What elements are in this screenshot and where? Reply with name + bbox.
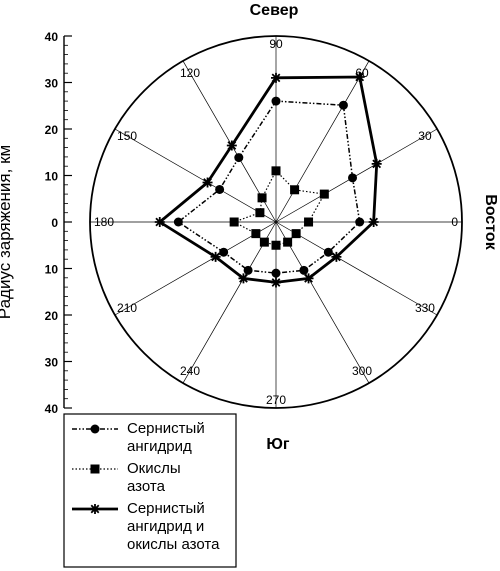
angle-label-90: 90 — [269, 37, 283, 51]
series-2-point-120 — [257, 193, 267, 203]
series-2-point-180 — [229, 217, 239, 227]
series-layer — [154, 72, 382, 288]
legend-label-2: Окислы — [127, 460, 181, 477]
series-2-point-0 — [304, 217, 314, 227]
series-2-point-240 — [259, 237, 269, 247]
radial-tick-label: 10 — [45, 263, 59, 277]
series-2-point-30 — [319, 189, 329, 199]
angle-label-120: 120 — [180, 66, 200, 80]
series-1-point-150 — [215, 184, 225, 194]
radial-tick-label: 0 — [51, 216, 58, 230]
radial-tick-label: 40 — [45, 402, 59, 416]
series-3-point-120 — [226, 140, 237, 151]
legend-label-1: ангидрид — [127, 438, 192, 455]
spoke-240 — [182, 221, 277, 384]
angle-label-240: 240 — [180, 364, 200, 378]
series-3-point-180 — [154, 217, 165, 227]
radial-tick-label: 20 — [45, 123, 59, 137]
angle-label-330: 330 — [415, 301, 435, 315]
series-1-point-30 — [348, 173, 358, 183]
series-line-2 — [232, 169, 326, 246]
series-1-point-330 — [323, 247, 333, 257]
angle-label-300: 300 — [352, 364, 372, 378]
angle-label-180: 180 — [94, 215, 114, 229]
spoke-150 — [114, 128, 277, 223]
series-3 — [154, 72, 382, 288]
series-2-point-270 — [271, 240, 281, 250]
series-3-point-330 — [331, 251, 342, 262]
legend-marker-3 — [90, 504, 100, 514]
series-1-point-240 — [243, 265, 253, 275]
radial-tick-label: 40 — [45, 30, 59, 44]
series-1-point-180 — [173, 217, 183, 227]
angle-label-210: 210 — [117, 301, 137, 315]
series-1-point-300 — [299, 265, 309, 275]
series-2 — [229, 166, 329, 250]
series-2-point-330 — [291, 229, 301, 239]
y-axis-label: Радиус заряжения, км — [0, 145, 14, 319]
series-2-point-90 — [271, 166, 281, 176]
radial-axis: 40 30 20 10 0 10 20 30 40 — [45, 30, 72, 416]
south-label: Юг — [266, 436, 290, 453]
series-3-point-210 — [210, 251, 221, 262]
angle-label-150: 150 — [117, 129, 137, 143]
series-2-point-60 — [290, 185, 300, 195]
spoke-210 — [114, 221, 277, 316]
legend-frame — [63, 413, 237, 568]
series-3-point-0 — [368, 217, 379, 227]
series-3-point-30 — [371, 158, 382, 169]
legend-label-1: Сернистый — [127, 420, 205, 437]
radial-tick-label: 30 — [45, 77, 59, 91]
series-1-point-60 — [338, 100, 348, 110]
radial-tick-label: 10 — [45, 170, 59, 184]
series-3-point-60 — [354, 72, 365, 83]
legend-marker-1 — [90, 424, 100, 434]
radial-tick-label: 30 — [45, 356, 59, 370]
series-1-point-90 — [271, 96, 281, 106]
legend-label-2: азота — [127, 478, 166, 495]
series-2-point-150 — [255, 208, 265, 218]
spoke-30 — [275, 128, 438, 223]
spoke-300 — [275, 221, 370, 384]
legend-label-3: Сернистый — [127, 500, 205, 517]
north-label: Север — [250, 2, 299, 19]
angle-label-270: 270 — [266, 393, 286, 407]
angle-label-30: 30 — [418, 129, 432, 143]
series-3-point-240 — [238, 273, 249, 284]
series-3-point-90 — [271, 72, 281, 83]
series-1-point-270 — [271, 268, 281, 278]
series-1-point-0 — [355, 217, 365, 227]
series-2-point-210 — [251, 229, 261, 239]
spoke-330 — [275, 221, 438, 316]
series-1-point-210 — [219, 247, 229, 257]
legend: СернистыйангидридОкислыазотаСернистыйанг… — [63, 413, 237, 568]
east-label: Восток — [482, 194, 499, 250]
series-2-point-300 — [283, 237, 293, 247]
series-1-point-120 — [234, 153, 244, 163]
legend-label-3: ангидрид и — [127, 518, 204, 535]
angle-label-0: 0 — [451, 215, 458, 229]
series-line-1 — [177, 100, 361, 274]
series-3-point-270 — [271, 277, 281, 288]
series-3-point-150 — [202, 177, 213, 188]
polar-grid — [89, 35, 463, 409]
legend-marker-2 — [90, 464, 100, 474]
legend-label-3: окислы азота — [127, 536, 220, 553]
radial-tick-label: 20 — [45, 309, 59, 323]
series-3-point-300 — [303, 273, 314, 284]
spoke-60 — [275, 60, 370, 223]
series-1 — [173, 96, 365, 278]
